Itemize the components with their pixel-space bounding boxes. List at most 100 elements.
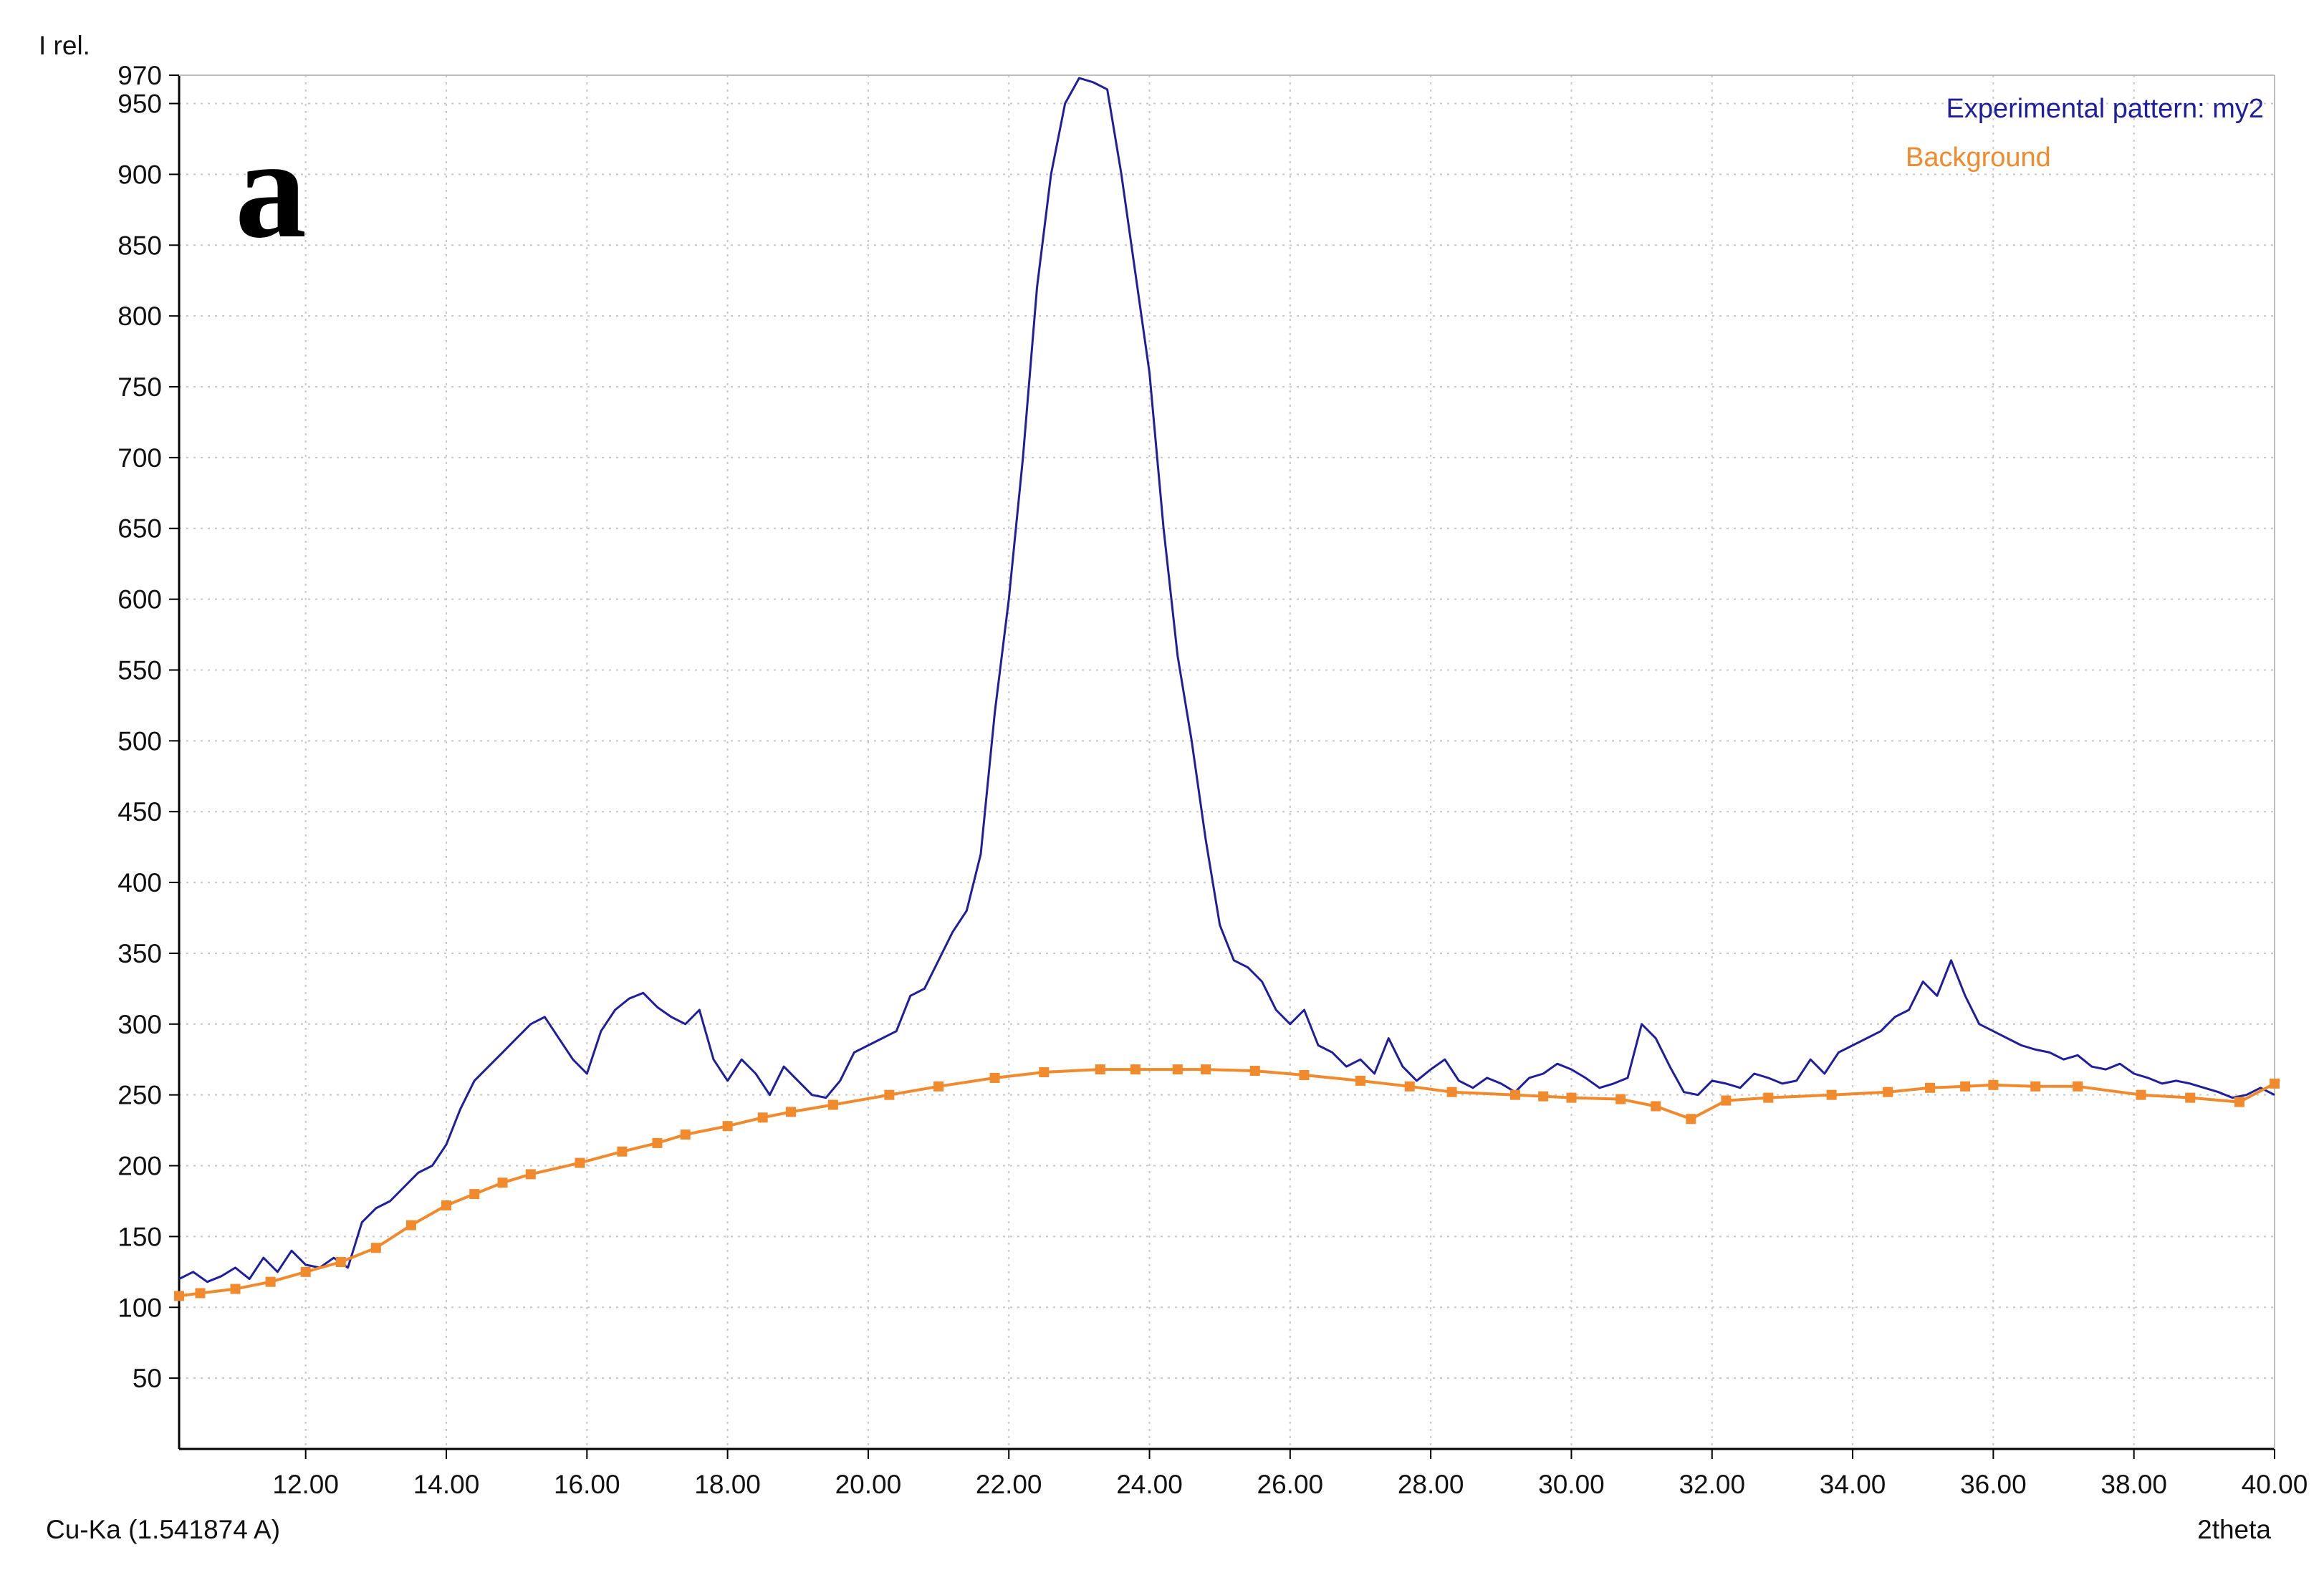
background-point [174, 1291, 184, 1301]
background-point [575, 1157, 585, 1168]
background-point [933, 1081, 944, 1092]
y-tick-label: 650 [117, 514, 162, 544]
background-point [1721, 1095, 1732, 1106]
y-tick-label: 750 [117, 372, 162, 402]
background-point [1172, 1064, 1183, 1075]
x-tick-label: 18.00 [694, 1470, 761, 1499]
background-point [1130, 1064, 1141, 1075]
x-tick-label: 40.00 [2242, 1470, 2308, 1499]
background-point [1763, 1092, 1774, 1103]
x-tick-label: 12.00 [272, 1470, 339, 1499]
background-point [884, 1089, 895, 1100]
background-point [2185, 1092, 2196, 1103]
experimental-pattern-line [178, 77, 2275, 1284]
y-tick-label: 550 [117, 655, 162, 685]
background-point [785, 1107, 796, 1117]
background-point [525, 1169, 536, 1180]
series-layer [174, 77, 2280, 1301]
x-tick-label: 14.00 [413, 1470, 480, 1499]
background-point [335, 1256, 346, 1267]
y-tick-label: 700 [117, 443, 162, 473]
background-point [1925, 1082, 1936, 1093]
legend: Experimental pattern: my2 Background [1906, 94, 2264, 173]
background-point [1509, 1089, 1520, 1100]
background-point [617, 1146, 628, 1157]
y-tick-label: 950 [117, 90, 162, 119]
background-point [1404, 1081, 1415, 1092]
panel-label: a [235, 110, 307, 268]
x-axis-title: 2theta [2197, 1515, 2271, 1544]
background-point [1960, 1081, 1971, 1092]
background-point [1538, 1091, 1549, 1102]
background-point [195, 1288, 206, 1299]
y-tick-label: 500 [117, 726, 162, 756]
y-tick-label: 100 [117, 1293, 162, 1322]
background-point [441, 1200, 451, 1210]
background-point [989, 1072, 1000, 1083]
legend-entry-experimental: Experimental pattern: my2 [1946, 94, 2264, 124]
x-tick-label: 24.00 [1116, 1470, 1183, 1499]
background-point [722, 1121, 733, 1132]
y-tick-label: 350 [117, 939, 162, 968]
background-point [2073, 1081, 2083, 1092]
ticks-layer: 50 100 150 200 250 300 350 400 450 500 550 600 650 70… [117, 61, 2308, 1499]
background-point [2136, 1089, 2146, 1100]
background-point [1446, 1087, 1457, 1097]
background-point [497, 1178, 508, 1188]
background-point [1566, 1092, 1577, 1103]
grid-layer [179, 74, 2275, 1449]
x-tick-label: 26.00 [1257, 1470, 1324, 1499]
x-tick-label: 22.00 [976, 1470, 1042, 1499]
y-tick-label: 600 [117, 585, 162, 615]
y-tick-label: 800 [117, 302, 162, 331]
legend-entry-background: Background [1906, 143, 2051, 173]
y-tick-label: 300 [117, 1010, 162, 1039]
background-point [1651, 1101, 1661, 1112]
background-point [757, 1112, 768, 1123]
background-point [2270, 1078, 2280, 1089]
background-point [300, 1266, 311, 1277]
background-point [265, 1276, 276, 1287]
axes-layer [178, 74, 2275, 1450]
background-point [370, 1243, 381, 1253]
background-point [1686, 1114, 1696, 1124]
x-tick-label: 34.00 [1820, 1470, 1886, 1499]
x-tick-label: 30.00 [1538, 1470, 1605, 1499]
background-point [1355, 1075, 1365, 1086]
y-tick-label: 900 [117, 160, 162, 189]
background-point [652, 1137, 663, 1148]
x-tick-label: 16.00 [554, 1470, 620, 1499]
background-line [178, 1068, 2275, 1298]
wavelength-label: Cu-Ka (1.541874 A) [46, 1515, 280, 1544]
background-point [230, 1284, 241, 1294]
background-point [1883, 1087, 1893, 1097]
y-tick-label: 850 [117, 231, 162, 260]
y-tick-label: 450 [117, 797, 162, 827]
background-point [1249, 1066, 1260, 1077]
y-tick-label: 400 [117, 868, 162, 897]
background-point [469, 1189, 480, 1200]
plot-background [179, 75, 2275, 1449]
x-tick-label: 36.00 [1960, 1470, 2027, 1499]
background-point [1299, 1069, 1310, 1080]
y-tick-label: 50 [133, 1364, 162, 1393]
background-point [1988, 1079, 1999, 1090]
background-point [1095, 1064, 1105, 1075]
background-point [2030, 1081, 2041, 1092]
background-point [1201, 1064, 1211, 1075]
y-axis-title: I rel. [39, 31, 90, 60]
x-tick-label: 32.00 [1679, 1470, 1745, 1499]
y-tick-label: 150 [117, 1222, 162, 1251]
background-point [1039, 1067, 1050, 1078]
background-point [827, 1099, 838, 1110]
x-tick-label: 38.00 [2100, 1470, 2167, 1499]
background-point [1615, 1094, 1626, 1104]
y-tick-label: 970 [117, 61, 162, 90]
y-tick-label: 250 [117, 1081, 162, 1110]
x-tick-label: 20.00 [835, 1470, 902, 1499]
background-point [2234, 1097, 2244, 1107]
background-point [405, 1220, 416, 1231]
background-point [1826, 1089, 1837, 1100]
x-tick-label: 28.00 [1398, 1470, 1464, 1499]
